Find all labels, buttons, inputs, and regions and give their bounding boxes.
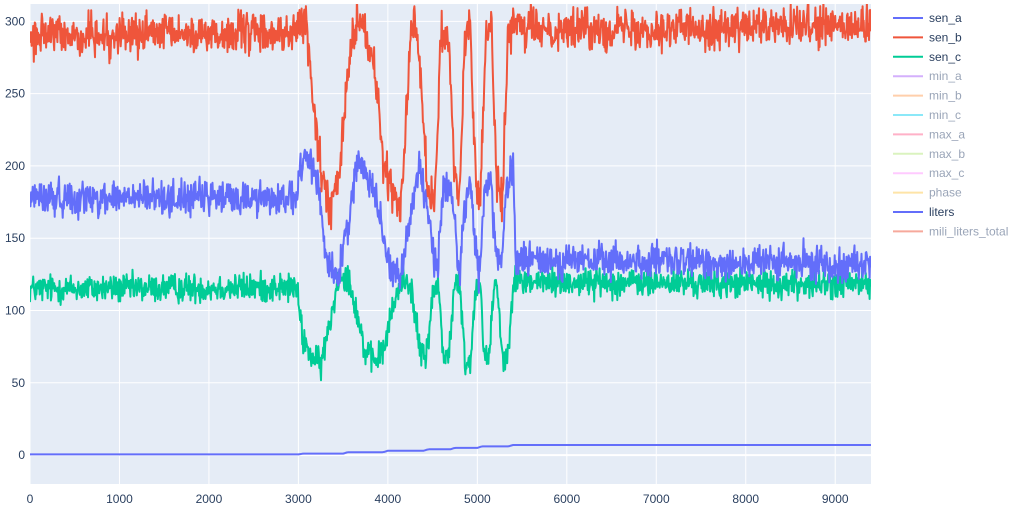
legend-label: min_b [929,89,962,103]
legend-item-max_c[interactable]: max_c [893,166,964,180]
legend-label: sen_a [929,11,962,25]
y-tick-label: 150 [5,231,25,245]
x-tick-label: 8000 [732,492,759,506]
series-line-sen_a[interactable] [30,148,871,294]
x-tick-label: 7000 [643,492,670,506]
x-tick-label: 2000 [196,492,223,506]
x-tick-label: 4000 [375,492,402,506]
legend-label: max_a [929,127,965,141]
legend-label: max_c [929,166,964,180]
legend-item-max_a[interactable]: max_a [893,127,965,141]
series-line-sen_c[interactable] [30,264,871,382]
legend-label: min_c [929,108,961,122]
x-tick-label: 0 [27,492,34,506]
legend-item-sen_b[interactable]: sen_b [893,30,962,44]
legend[interactable]: sen_a sen_b sen_c min_a min_b min_c max_a max_b… [893,11,1008,238]
series-layer [30,0,871,456]
x-tick-label: 9000 [822,492,849,506]
legend-item-phase[interactable]: phase [893,186,962,200]
legend-item-min_a[interactable]: min_a [893,69,962,83]
legend-item-max_b[interactable]: max_b [893,147,965,161]
y-tick-label: 300 [5,14,25,28]
y-tick-label: 100 [5,304,25,318]
legend-item-mili_liters_total[interactable]: mili_liters_total [893,224,1008,238]
legend-label: phase [929,186,962,200]
y-tick-label: 200 [5,159,25,173]
legend-label: sen_b [929,30,962,44]
legend-item-sen_c[interactable]: sen_c [893,50,961,64]
legend-label: max_b [929,147,965,161]
series-line-sen_b[interactable] [30,0,871,231]
legend-label: liters [929,205,954,219]
legend-item-sen_a[interactable]: sen_a [893,11,962,25]
y-tick-label: 50 [12,376,26,390]
y-tick-label: 250 [5,87,25,101]
legend-item-liters[interactable]: liters [893,205,954,219]
legend-label: min_a [929,69,962,83]
legend-label: sen_c [929,50,961,64]
series-line-liters[interactable] [30,444,871,456]
x-tick-label: 5000 [464,492,491,506]
x-tick-label: 3000 [285,492,312,506]
axis-layer: 0 1000 2000 3000 4000 5000 6000 7000 8000 9000 0 50… [5,14,849,506]
x-tick-label: 6000 [553,492,580,506]
legend-item-min_c[interactable]: min_c [893,108,961,122]
y-tick-label: 0 [18,448,25,462]
x-tick-label: 1000 [106,492,133,506]
legend-item-min_b[interactable]: min_b [893,89,962,103]
legend-label: mili_liters_total [929,224,1008,238]
